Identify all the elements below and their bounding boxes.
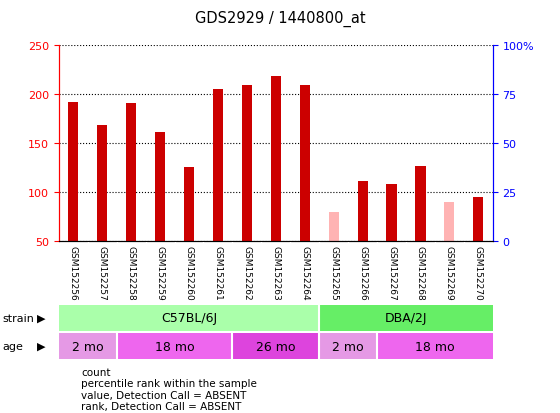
Point: [445, 0, 454, 6]
Bar: [59, 333, 116, 359]
Text: count: count: [81, 367, 111, 377]
Text: GSM152269: GSM152269: [445, 245, 454, 300]
Text: 18 mo: 18 mo: [155, 340, 194, 353]
Bar: [444, 202, 455, 242]
Point: [329, 9, 338, 15]
Bar: [97, 126, 108, 242]
Text: DBA/2J: DBA/2J: [385, 312, 427, 325]
Text: GSM152265: GSM152265: [329, 245, 338, 300]
Text: 2 mo: 2 mo: [72, 340, 104, 353]
Text: age: age: [3, 341, 24, 351]
Text: percentile rank within the sample: percentile rank within the sample: [81, 378, 257, 388]
Point: [474, 0, 483, 2]
Bar: [213, 90, 223, 242]
Bar: [184, 168, 194, 242]
Text: ▶: ▶: [36, 313, 45, 323]
Bar: [357, 182, 368, 242]
Text: GSM152259: GSM152259: [156, 245, 165, 300]
Bar: [116, 333, 232, 359]
Text: C57BL/6J: C57BL/6J: [161, 312, 217, 325]
Bar: [386, 185, 396, 242]
Bar: [319, 333, 377, 359]
Text: 2 mo: 2 mo: [332, 340, 364, 353]
Text: GSM152268: GSM152268: [416, 245, 425, 300]
Bar: [155, 133, 165, 242]
Text: GSM152261: GSM152261: [213, 245, 222, 300]
Text: value, Detection Call = ABSENT: value, Detection Call = ABSENT: [81, 390, 246, 400]
Bar: [68, 102, 78, 242]
Text: ▶: ▶: [36, 341, 45, 351]
Bar: [377, 333, 493, 359]
Text: GSM152267: GSM152267: [387, 245, 396, 300]
Text: GSM152262: GSM152262: [242, 245, 251, 300]
Bar: [300, 85, 310, 242]
Bar: [242, 85, 252, 242]
Text: GSM152256: GSM152256: [69, 245, 78, 300]
Bar: [59, 305, 319, 331]
Bar: [473, 197, 483, 242]
Bar: [232, 333, 319, 359]
Text: GSM152258: GSM152258: [127, 245, 136, 300]
Bar: [126, 103, 136, 242]
Text: GDS2929 / 1440800_at: GDS2929 / 1440800_at: [195, 10, 365, 26]
Text: GSM152266: GSM152266: [358, 245, 367, 300]
Text: GSM152270: GSM152270: [474, 245, 483, 300]
Text: 18 mo: 18 mo: [415, 340, 455, 353]
Text: 26 mo: 26 mo: [256, 340, 296, 353]
Text: GSM152263: GSM152263: [271, 245, 281, 300]
Text: rank, Detection Call = ABSENT: rank, Detection Call = ABSENT: [81, 401, 241, 411]
Bar: [329, 212, 339, 242]
Text: GSM152260: GSM152260: [184, 245, 194, 300]
Text: GSM152264: GSM152264: [300, 245, 309, 300]
Text: GSM152257: GSM152257: [97, 245, 107, 300]
Bar: [270, 77, 281, 242]
Bar: [416, 167, 426, 242]
Text: strain: strain: [3, 313, 35, 323]
Bar: [319, 305, 493, 331]
